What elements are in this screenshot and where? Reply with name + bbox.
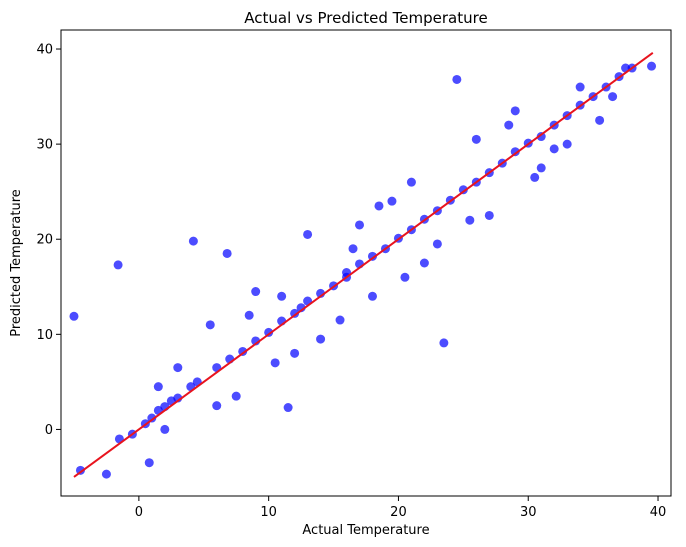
x-tick-label: 20 xyxy=(390,505,407,520)
data-point xyxy=(160,424,170,434)
data-point xyxy=(101,469,111,479)
x-tick-label: 40 xyxy=(650,505,667,520)
data-point xyxy=(222,248,232,258)
fit-layer xyxy=(73,52,654,478)
data-point xyxy=(549,144,559,154)
data-point xyxy=(432,239,442,249)
data-point xyxy=(238,346,248,356)
data-point xyxy=(406,177,416,187)
data-point xyxy=(348,244,358,254)
data-point xyxy=(303,229,313,239)
data-point xyxy=(283,403,293,413)
data-point xyxy=(471,134,481,144)
data-point xyxy=(173,363,183,373)
y-tick-label: 0 xyxy=(45,423,53,438)
fit-line xyxy=(73,52,654,478)
data-point xyxy=(510,106,520,116)
data-point xyxy=(510,147,520,157)
data-point xyxy=(153,382,163,392)
data-point xyxy=(290,308,300,318)
x-tick-label: 10 xyxy=(260,505,277,520)
data-point xyxy=(277,291,287,301)
data-point xyxy=(536,132,546,142)
y-tick-label: 40 xyxy=(36,43,53,58)
y-tick-label: 20 xyxy=(36,233,53,248)
data-point xyxy=(562,139,572,149)
data-point xyxy=(536,163,546,173)
data-point xyxy=(608,92,618,102)
data-point xyxy=(400,272,410,282)
data-point xyxy=(439,338,449,348)
data-point xyxy=(270,358,280,368)
x-axis-title: Actual Temperature xyxy=(302,523,429,538)
data-point xyxy=(367,291,377,301)
data-point xyxy=(458,185,468,195)
data-point xyxy=(465,215,475,225)
data-point xyxy=(575,82,585,92)
y-axis-title: Predicted Temperature xyxy=(9,189,24,337)
data-point xyxy=(251,287,261,297)
data-point xyxy=(264,327,274,337)
y-tick-label: 30 xyxy=(36,138,53,153)
x-tick-label: 0 xyxy=(135,505,143,520)
data-point xyxy=(113,260,123,270)
data-point xyxy=(504,120,514,130)
data-point xyxy=(205,320,215,330)
data-point xyxy=(335,315,345,325)
data-point xyxy=(419,258,429,268)
data-point xyxy=(144,458,154,468)
data-point xyxy=(75,465,85,475)
data-point xyxy=(69,311,79,321)
y-tick-label: 10 xyxy=(36,328,53,343)
data-point xyxy=(647,61,657,71)
x-axis-ticks: 0 10 20 30 40 xyxy=(135,496,667,520)
y-axis-ticks: 0 10 20 30 40 xyxy=(36,43,61,438)
data-point xyxy=(374,201,384,211)
chart-title: Actual vs Predicted Temperature xyxy=(244,9,487,27)
data-point xyxy=(231,391,241,401)
data-point xyxy=(212,401,222,411)
data-point xyxy=(484,210,494,220)
data-point xyxy=(452,74,462,84)
x-tick-label: 30 xyxy=(520,505,537,520)
data-point xyxy=(595,115,605,125)
data-point xyxy=(290,348,300,358)
plot-frame xyxy=(60,29,672,497)
data-point xyxy=(147,413,157,423)
data-point xyxy=(244,310,254,320)
data-point xyxy=(530,172,540,182)
data-point xyxy=(387,196,397,206)
data-point xyxy=(188,236,198,246)
data-point xyxy=(316,334,326,344)
data-point xyxy=(367,251,377,261)
data-point xyxy=(355,220,365,230)
